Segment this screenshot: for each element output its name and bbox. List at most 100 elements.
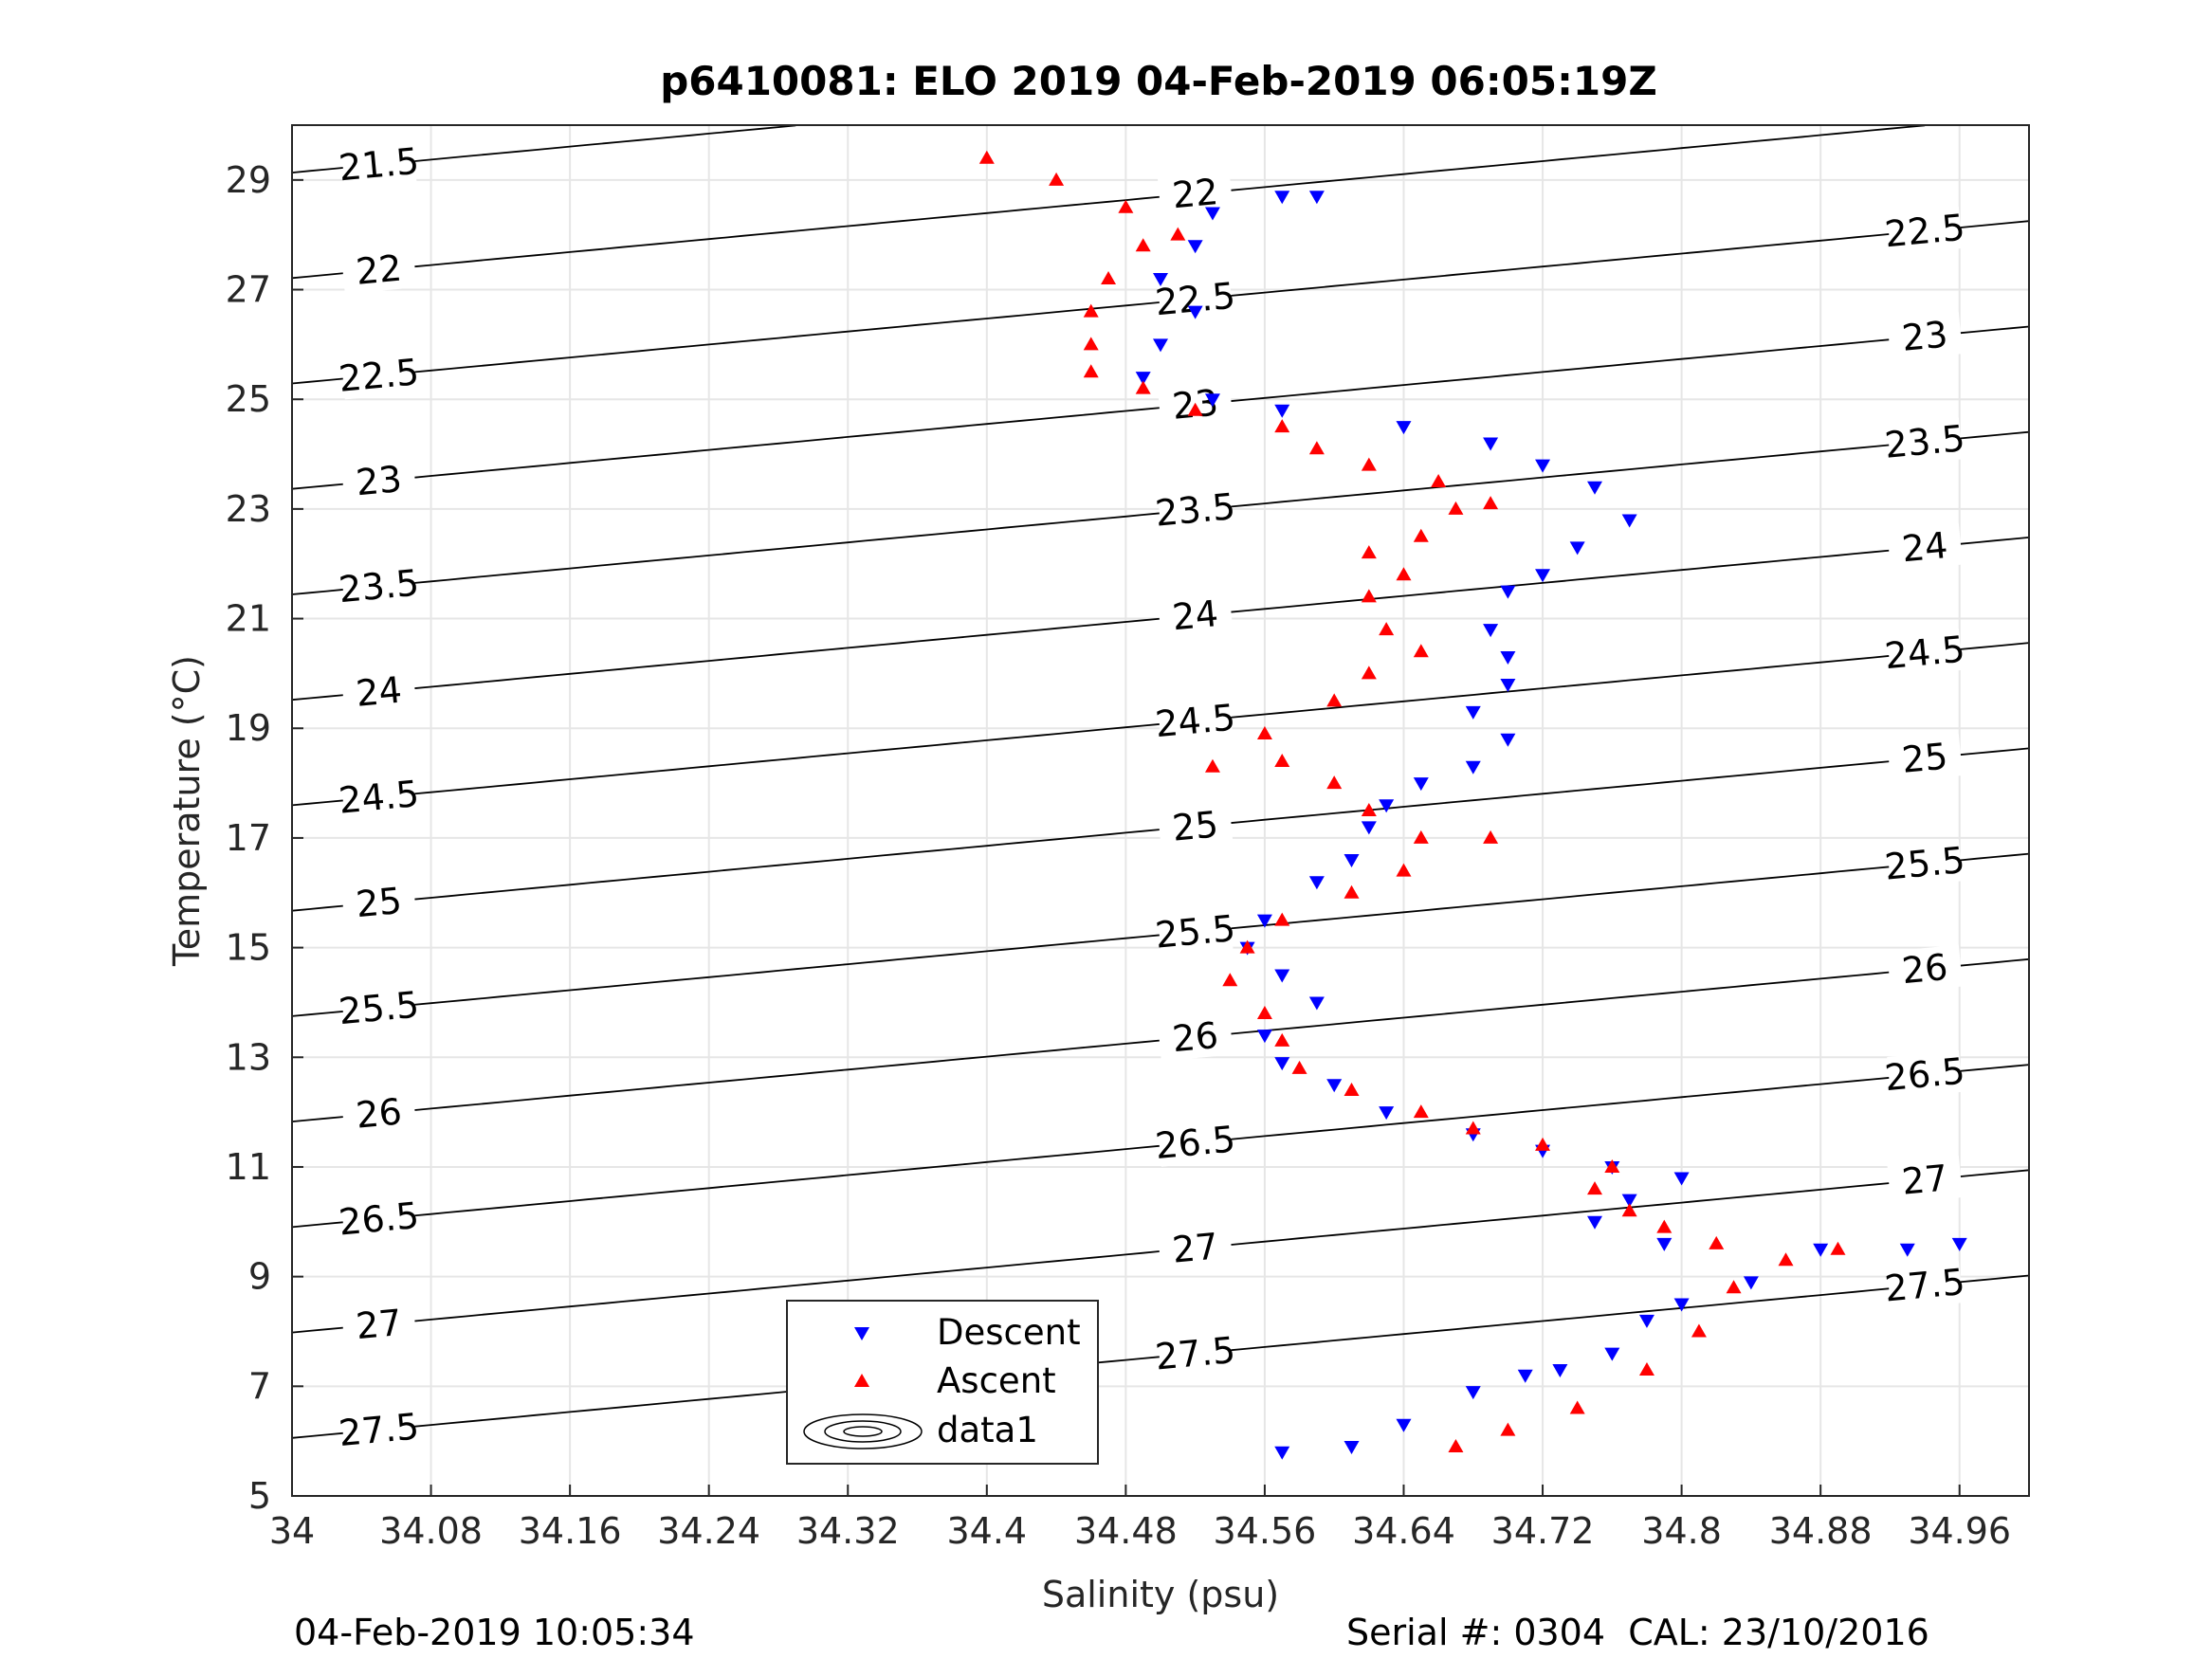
isopycnal-label: 24.5 (1883, 629, 1966, 678)
isopycnal-label-bg (1887, 417, 1963, 466)
isopycnal-label: 24 (1171, 592, 1220, 638)
descent-point (1308, 191, 1325, 205)
isopycnal-label-bg (1157, 485, 1234, 535)
x-tick-label: 34 (269, 1510, 315, 1552)
isopycnal-label-bg (1157, 1224, 1234, 1272)
descent-point (1204, 393, 1220, 408)
ascent-point (1118, 199, 1134, 213)
y-tick-label: 27 (226, 269, 271, 311)
isopycnal-label-bg (340, 246, 417, 295)
footer-serial-cal: Serial #: 0304 CAL: 23/10/2016 (1346, 1612, 1929, 1653)
ascent-point (1344, 1082, 1360, 1096)
descent-series (1135, 191, 1967, 1460)
isopycnal-label-bg (340, 1194, 417, 1244)
isopycnal-label-bg (1157, 802, 1234, 851)
isopycnal-contours: 21.5222222.522.522.523232323.523.523.524… (291, 124, 2030, 1454)
isopycnal-label: 23.5 (1883, 417, 1966, 466)
ascent-point (1413, 1104, 1429, 1119)
descent-point (1396, 421, 1412, 435)
footer-timestamp: 04-Feb-2019 10:05:34 (294, 1612, 695, 1653)
y-tick-label: 7 (248, 1365, 271, 1407)
ascent-point (1308, 441, 1325, 455)
isopycnal-line (291, 124, 1926, 280)
isopycnal-label: 24.5 (337, 773, 420, 822)
x-tick-label: 34.4 (946, 1510, 1027, 1552)
isopycnal-label: 22.5 (1883, 207, 1966, 256)
isopycnal-label-bg (1887, 1049, 1963, 1099)
ascent-point (1274, 912, 1290, 926)
legend-contour-icon (803, 1413, 923, 1449)
descent-point (1413, 777, 1429, 792)
ascent-point (1135, 238, 1151, 252)
ascent-point (1291, 1060, 1307, 1074)
isopycnal-label-bg (1157, 1329, 1234, 1378)
descent-point (1813, 1243, 1829, 1257)
ascent-point (1274, 753, 1290, 767)
descent-point (1500, 733, 1516, 747)
descent-point (1153, 338, 1168, 353)
legend-descent-marker (854, 1327, 869, 1340)
isopycnal-label-bg (1887, 1156, 1963, 1205)
ascent-series (978, 150, 1846, 1452)
ascent-point (1638, 1361, 1654, 1376)
descent-point (1135, 372, 1151, 386)
isopycnal-label-bg (340, 667, 417, 717)
descent-point (1361, 821, 1377, 835)
isopycnal-label-bg (1157, 591, 1234, 640)
isopycnal-label: 24 (354, 668, 403, 714)
isopycnal-label: 26 (354, 1090, 403, 1136)
descent-point (1274, 191, 1290, 205)
descent-point (1587, 481, 1602, 495)
descent-point (1465, 1386, 1481, 1400)
x-tick-label: 34.08 (379, 1510, 483, 1552)
ascent-point (1396, 567, 1412, 581)
descent-point (1552, 1363, 1568, 1377)
ascent-point (1483, 830, 1499, 844)
descent-point (1483, 624, 1499, 638)
isopycnal-label-bg (340, 351, 417, 400)
isopycnal-label: 26 (1900, 946, 1949, 992)
descent-point (1899, 1243, 1915, 1257)
y-axis-label: Temperature (°C) (166, 655, 208, 967)
x-tick-label: 34.56 (1214, 1510, 1317, 1552)
ascent-point (1361, 545, 1377, 559)
ascent-point (1083, 364, 1099, 378)
descent-point (1274, 404, 1290, 418)
legend: Descent Ascent data1 (786, 1300, 1099, 1465)
descent-point (1344, 854, 1360, 868)
x-tick-label: 34.16 (519, 1510, 622, 1552)
descent-point (1604, 1347, 1620, 1361)
legend-ascent-label: Ascent (937, 1360, 1056, 1401)
descent-point (1500, 678, 1516, 692)
isopycnal-label: 27.5 (1883, 1261, 1966, 1310)
isopycnal-label: 23 (1900, 314, 1949, 359)
isopycnal-label: 22 (354, 247, 403, 293)
descent-point (1743, 1276, 1759, 1290)
isopycnal-label: 26.5 (337, 1194, 420, 1244)
isopycnal-label: 25.5 (1883, 839, 1966, 888)
ascent-point (1187, 402, 1203, 416)
ascent-point (1413, 644, 1429, 658)
ascent-point (1361, 457, 1377, 471)
legend-descent-label: Descent (937, 1312, 1081, 1353)
descent-point (1256, 914, 1272, 928)
descent-point (1951, 1237, 1967, 1251)
ascent-point (1778, 1252, 1794, 1267)
descent-point (1656, 1237, 1673, 1251)
isopycnal-label: 27.5 (1153, 1329, 1236, 1378)
y-tick-label: 5 (248, 1475, 271, 1517)
y-tick-label: 21 (226, 598, 271, 640)
descent-point (1500, 585, 1516, 599)
descent-point (1396, 1418, 1412, 1432)
isopycnal-label: 27.5 (337, 1405, 420, 1454)
x-tick-label: 34.96 (1908, 1510, 2011, 1552)
descent-point (1308, 996, 1325, 1011)
isopycnal-label-bg (340, 1300, 417, 1349)
ascent-point (1274, 1032, 1290, 1047)
ascent-point (1448, 501, 1464, 515)
isopycnal-label: 27 (354, 1302, 403, 1347)
isopycnal-label-bg (1157, 907, 1234, 957)
ascent-point (1083, 303, 1099, 318)
ascent-point (1431, 473, 1447, 487)
